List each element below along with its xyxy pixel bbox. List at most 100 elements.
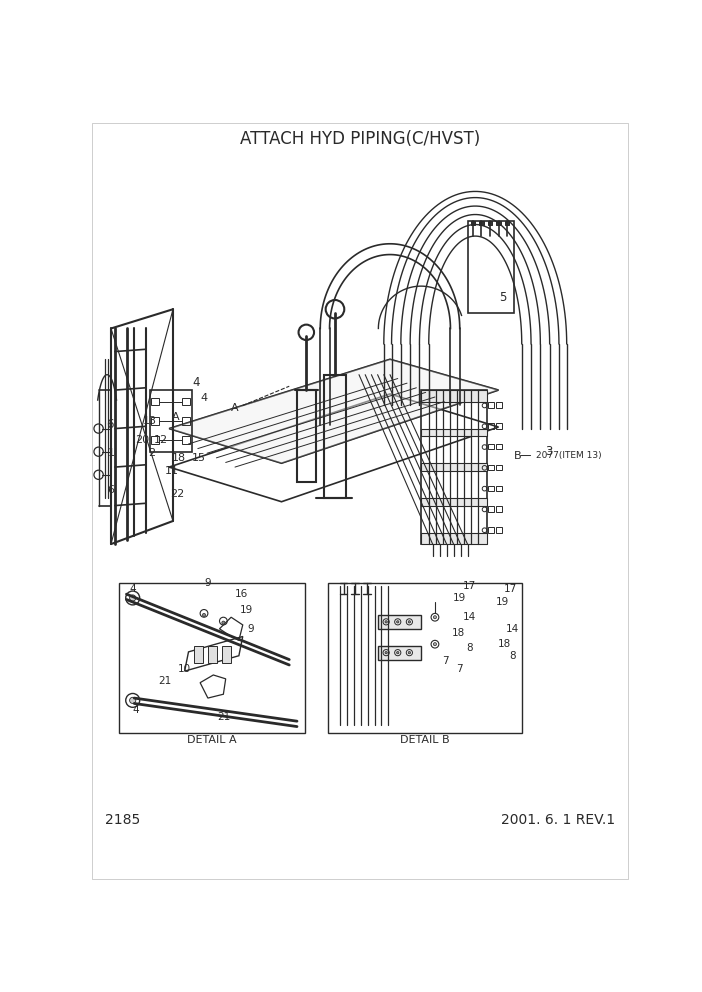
Bar — [222, 647, 231, 664]
Bar — [421, 429, 487, 436]
Text: 17: 17 — [503, 583, 517, 594]
Text: 8: 8 — [467, 643, 473, 653]
Bar — [183, 436, 190, 444]
Bar — [378, 646, 421, 660]
Text: 14: 14 — [463, 612, 477, 622]
Bar — [208, 647, 217, 664]
Text: A: A — [231, 403, 239, 413]
Bar — [496, 506, 502, 512]
Bar — [152, 436, 159, 444]
Text: 20: 20 — [135, 435, 149, 445]
Bar — [468, 220, 514, 313]
Text: 1: 1 — [107, 448, 114, 458]
Text: 13: 13 — [143, 416, 157, 426]
Text: 4: 4 — [201, 393, 208, 403]
Bar — [489, 424, 494, 429]
Text: 15: 15 — [192, 452, 206, 463]
Circle shape — [433, 643, 437, 646]
Bar — [489, 506, 494, 512]
Text: 7: 7 — [456, 664, 463, 674]
Text: 18: 18 — [498, 639, 511, 649]
Bar — [297, 390, 317, 482]
Bar — [183, 417, 190, 425]
Bar — [470, 220, 475, 224]
Circle shape — [433, 616, 437, 619]
Text: A: A — [171, 412, 179, 422]
Circle shape — [202, 613, 206, 616]
Text: 12: 12 — [154, 435, 168, 445]
Bar — [378, 615, 421, 629]
Bar — [496, 444, 502, 449]
Text: 4: 4 — [133, 704, 139, 714]
Circle shape — [385, 621, 388, 623]
Text: 14: 14 — [506, 624, 519, 634]
Text: 22: 22 — [170, 489, 184, 499]
Bar — [489, 465, 494, 470]
Bar — [479, 220, 484, 224]
Text: 3: 3 — [545, 445, 552, 458]
Text: 2185: 2185 — [105, 812, 140, 826]
Bar — [119, 582, 305, 733]
Text: ATTACH HYD PIPING(C/HVST): ATTACH HYD PIPING(C/HVST) — [239, 130, 480, 148]
Circle shape — [130, 595, 135, 601]
Text: B: B — [514, 450, 522, 460]
Text: 5: 5 — [498, 292, 506, 305]
Circle shape — [130, 697, 135, 703]
Text: 10: 10 — [178, 664, 191, 674]
Text: 4: 4 — [129, 583, 136, 594]
Bar — [421, 390, 487, 402]
Text: 21: 21 — [159, 677, 172, 686]
Circle shape — [408, 621, 411, 623]
Bar — [489, 403, 494, 408]
Text: 18: 18 — [172, 452, 186, 463]
Text: 8: 8 — [509, 651, 516, 661]
Text: 7: 7 — [442, 656, 449, 666]
Text: 6: 6 — [107, 485, 114, 495]
Bar — [421, 463, 487, 471]
Circle shape — [397, 621, 399, 623]
Bar — [150, 390, 192, 451]
Bar — [489, 485, 494, 491]
Text: 9: 9 — [204, 577, 211, 587]
Text: 19: 19 — [453, 593, 466, 603]
Text: 2077(ITEM 13): 2077(ITEM 13) — [536, 451, 602, 460]
Bar — [194, 647, 203, 664]
Text: DETAIL A: DETAIL A — [187, 735, 237, 745]
Text: 19: 19 — [496, 597, 509, 607]
Text: 2001. 6. 1 REV.1: 2001. 6. 1 REV.1 — [501, 812, 615, 826]
Text: 6: 6 — [106, 419, 113, 432]
Bar — [324, 375, 346, 498]
Circle shape — [397, 652, 399, 654]
Text: 19: 19 — [240, 604, 253, 614]
Bar — [488, 220, 492, 224]
Text: 11: 11 — [164, 466, 178, 476]
Bar — [496, 527, 502, 533]
Text: 9: 9 — [247, 624, 254, 634]
Bar — [496, 485, 502, 491]
Bar — [421, 533, 487, 544]
Circle shape — [222, 621, 225, 624]
Circle shape — [385, 652, 388, 654]
Bar — [489, 444, 494, 449]
Circle shape — [408, 652, 411, 654]
Text: 21: 21 — [217, 712, 230, 722]
Text: 17: 17 — [463, 581, 477, 591]
Text: DETAIL B: DETAIL B — [400, 735, 450, 745]
Bar — [152, 417, 159, 425]
Bar — [496, 465, 502, 470]
Text: 16: 16 — [234, 589, 248, 599]
Bar — [183, 398, 190, 406]
Bar — [496, 220, 501, 224]
Bar — [489, 527, 494, 533]
Text: 18: 18 — [451, 628, 465, 638]
Bar — [421, 498, 487, 506]
Bar — [421, 390, 487, 544]
Polygon shape — [169, 359, 498, 463]
Text: 2: 2 — [149, 448, 156, 458]
Text: 4: 4 — [192, 376, 200, 389]
Bar — [496, 424, 502, 429]
Bar — [505, 220, 510, 224]
Bar — [496, 403, 502, 408]
Bar — [152, 398, 159, 406]
Bar — [328, 582, 522, 733]
